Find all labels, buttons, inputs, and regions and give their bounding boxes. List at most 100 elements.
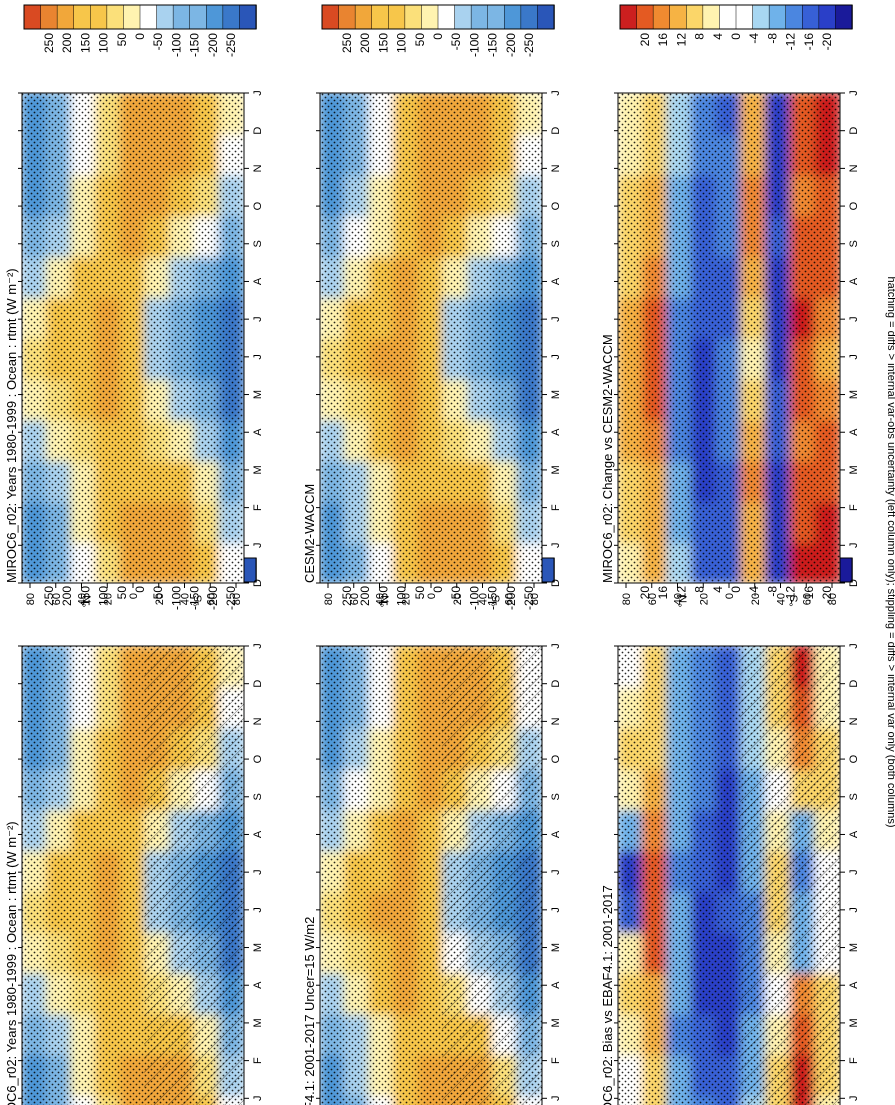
latitude-tick-label: 40 [776,593,788,605]
colorbar-swatch [90,4,108,30]
colorbar-swatch [371,4,390,30]
hatching-overlay [144,646,244,1105]
colorbar-swatch [354,4,373,30]
plot-frame [21,645,245,1105]
month-tick-label: A [848,428,860,436]
colorbar: 20 16 12 8 4 0 -4 -8 -12 -16 -20 [619,4,853,51]
month-tick-label: J [550,543,562,549]
colorbar-label: 8 [693,586,707,593]
month-tick-label: O [848,754,860,763]
colorbar-label: -16 [802,33,816,51]
colorbar-swatch [487,4,506,30]
month-tick-label: N [252,164,264,172]
month-tick-label: A [550,830,562,838]
month-tick-label: D [848,127,860,135]
colorbar-label: 200 [60,586,74,606]
month-tick-label: M [848,1018,860,1027]
colorbar-label: -150 [188,33,202,57]
month-tick-label: J [550,354,562,360]
colorbar-label: -250 [224,586,238,610]
colorbar-swatch [338,4,356,30]
colorbar-swatch [23,4,42,30]
month-tick-label: F [550,504,562,511]
month-tick-label: J [848,316,860,322]
month-tick-label: S [848,240,860,247]
latitude-tick-label: 20 [154,593,166,605]
latitude-tick-label: 40 [375,593,387,605]
month-tick-label: O [252,754,264,763]
month-tick-label: F [848,1057,860,1064]
colorbar-label: -12 [784,33,798,51]
latitude-tick-label: 40 [180,593,192,605]
colorbar-label: 150 [376,33,390,53]
month-tick-label: M [848,465,860,474]
panel-grid: DJFMAMJJASONDJ80604020020406080°N°SMIROC… [4,4,860,1105]
colorbar-swatch [239,4,257,30]
colorbar-swatch [206,4,224,30]
colorbar-swatch [520,4,539,30]
colorbar-label: 250 [340,586,354,606]
heatmap-field [22,646,244,1105]
colorbar-label: -150 [486,586,500,610]
month-tick-label: J [252,643,264,649]
month-tick-label: J [848,643,860,649]
colorbar-swatch [735,4,754,30]
month-tick-label: S [550,240,562,247]
colorbar-label: -200 [504,586,518,610]
colorbar-label: 100 [395,33,409,53]
stippling-overlay [320,93,542,583]
colorbar-label: 150 [78,33,92,53]
latitude-axis: 80 60 40 20 0 20 40 60 80°N °S [621,583,839,607]
colorbar-label: -100 [169,33,183,57]
panel-e: DJFMAMJJASONDJ80604020020406080°N°SMIROC… [600,557,860,1105]
hemisphere-label: °N [677,595,689,607]
month-tick-label: J [252,543,264,549]
colorbar-label: 20 [638,33,652,47]
month-tick-label: J [550,643,562,649]
colorbar-label: -200 [504,33,518,57]
month-tick-label: J [550,869,562,875]
month-tick-label: N [550,164,562,172]
colorbar-label: -50 [151,586,165,604]
colorbar-label: 4 [711,33,725,40]
colorbar-swatch [388,4,406,30]
latitude-tick-label: 0 [128,593,140,599]
latitude-tick-label: 20 [102,593,114,605]
latitude-tick-label: 60 [647,593,659,605]
month-tick-label: F [252,504,264,511]
colorbar-swatch [404,4,423,30]
colorbar-label: 250 [42,33,56,53]
colorbar-label: -8 [765,586,779,597]
month-tick-label: O [848,201,860,210]
latitude-tick-label: 80 [529,593,541,605]
month-tick-label: M [550,1018,562,1027]
colorbar-label: -16 [802,586,816,604]
panel-title: CESM2-WACCM [302,484,317,583]
colorbar-label: 100 [97,33,111,53]
month-tick-label: M [252,465,264,474]
colorbar-swatch [768,4,787,30]
month-tick-label: M [252,1018,264,1027]
heatmap-field [618,646,840,1105]
colorbar-label: -12 [784,586,798,604]
colorbar-swatch [470,4,489,30]
month-tick-label: J [252,1096,264,1102]
month-tick-label: M [252,943,264,952]
latitude-tick-label: 60 [51,593,63,605]
heatmap-field [618,93,840,583]
month-tick-label: D [848,579,860,587]
month-tick-label: J [252,90,264,96]
colorbar-label: 150 [78,586,92,606]
month-tick-label: F [550,1057,562,1064]
colorbar-label: 50 [413,33,427,47]
colorbar-label: 0 [133,586,147,593]
plot-frame [617,645,841,1105]
month-tick-label: D [252,579,264,587]
colorbar-label: 200 [358,33,372,53]
colorbar-label: -200 [206,33,220,57]
month-tick-label: J [252,907,264,913]
month-tick-label: N [550,717,562,725]
